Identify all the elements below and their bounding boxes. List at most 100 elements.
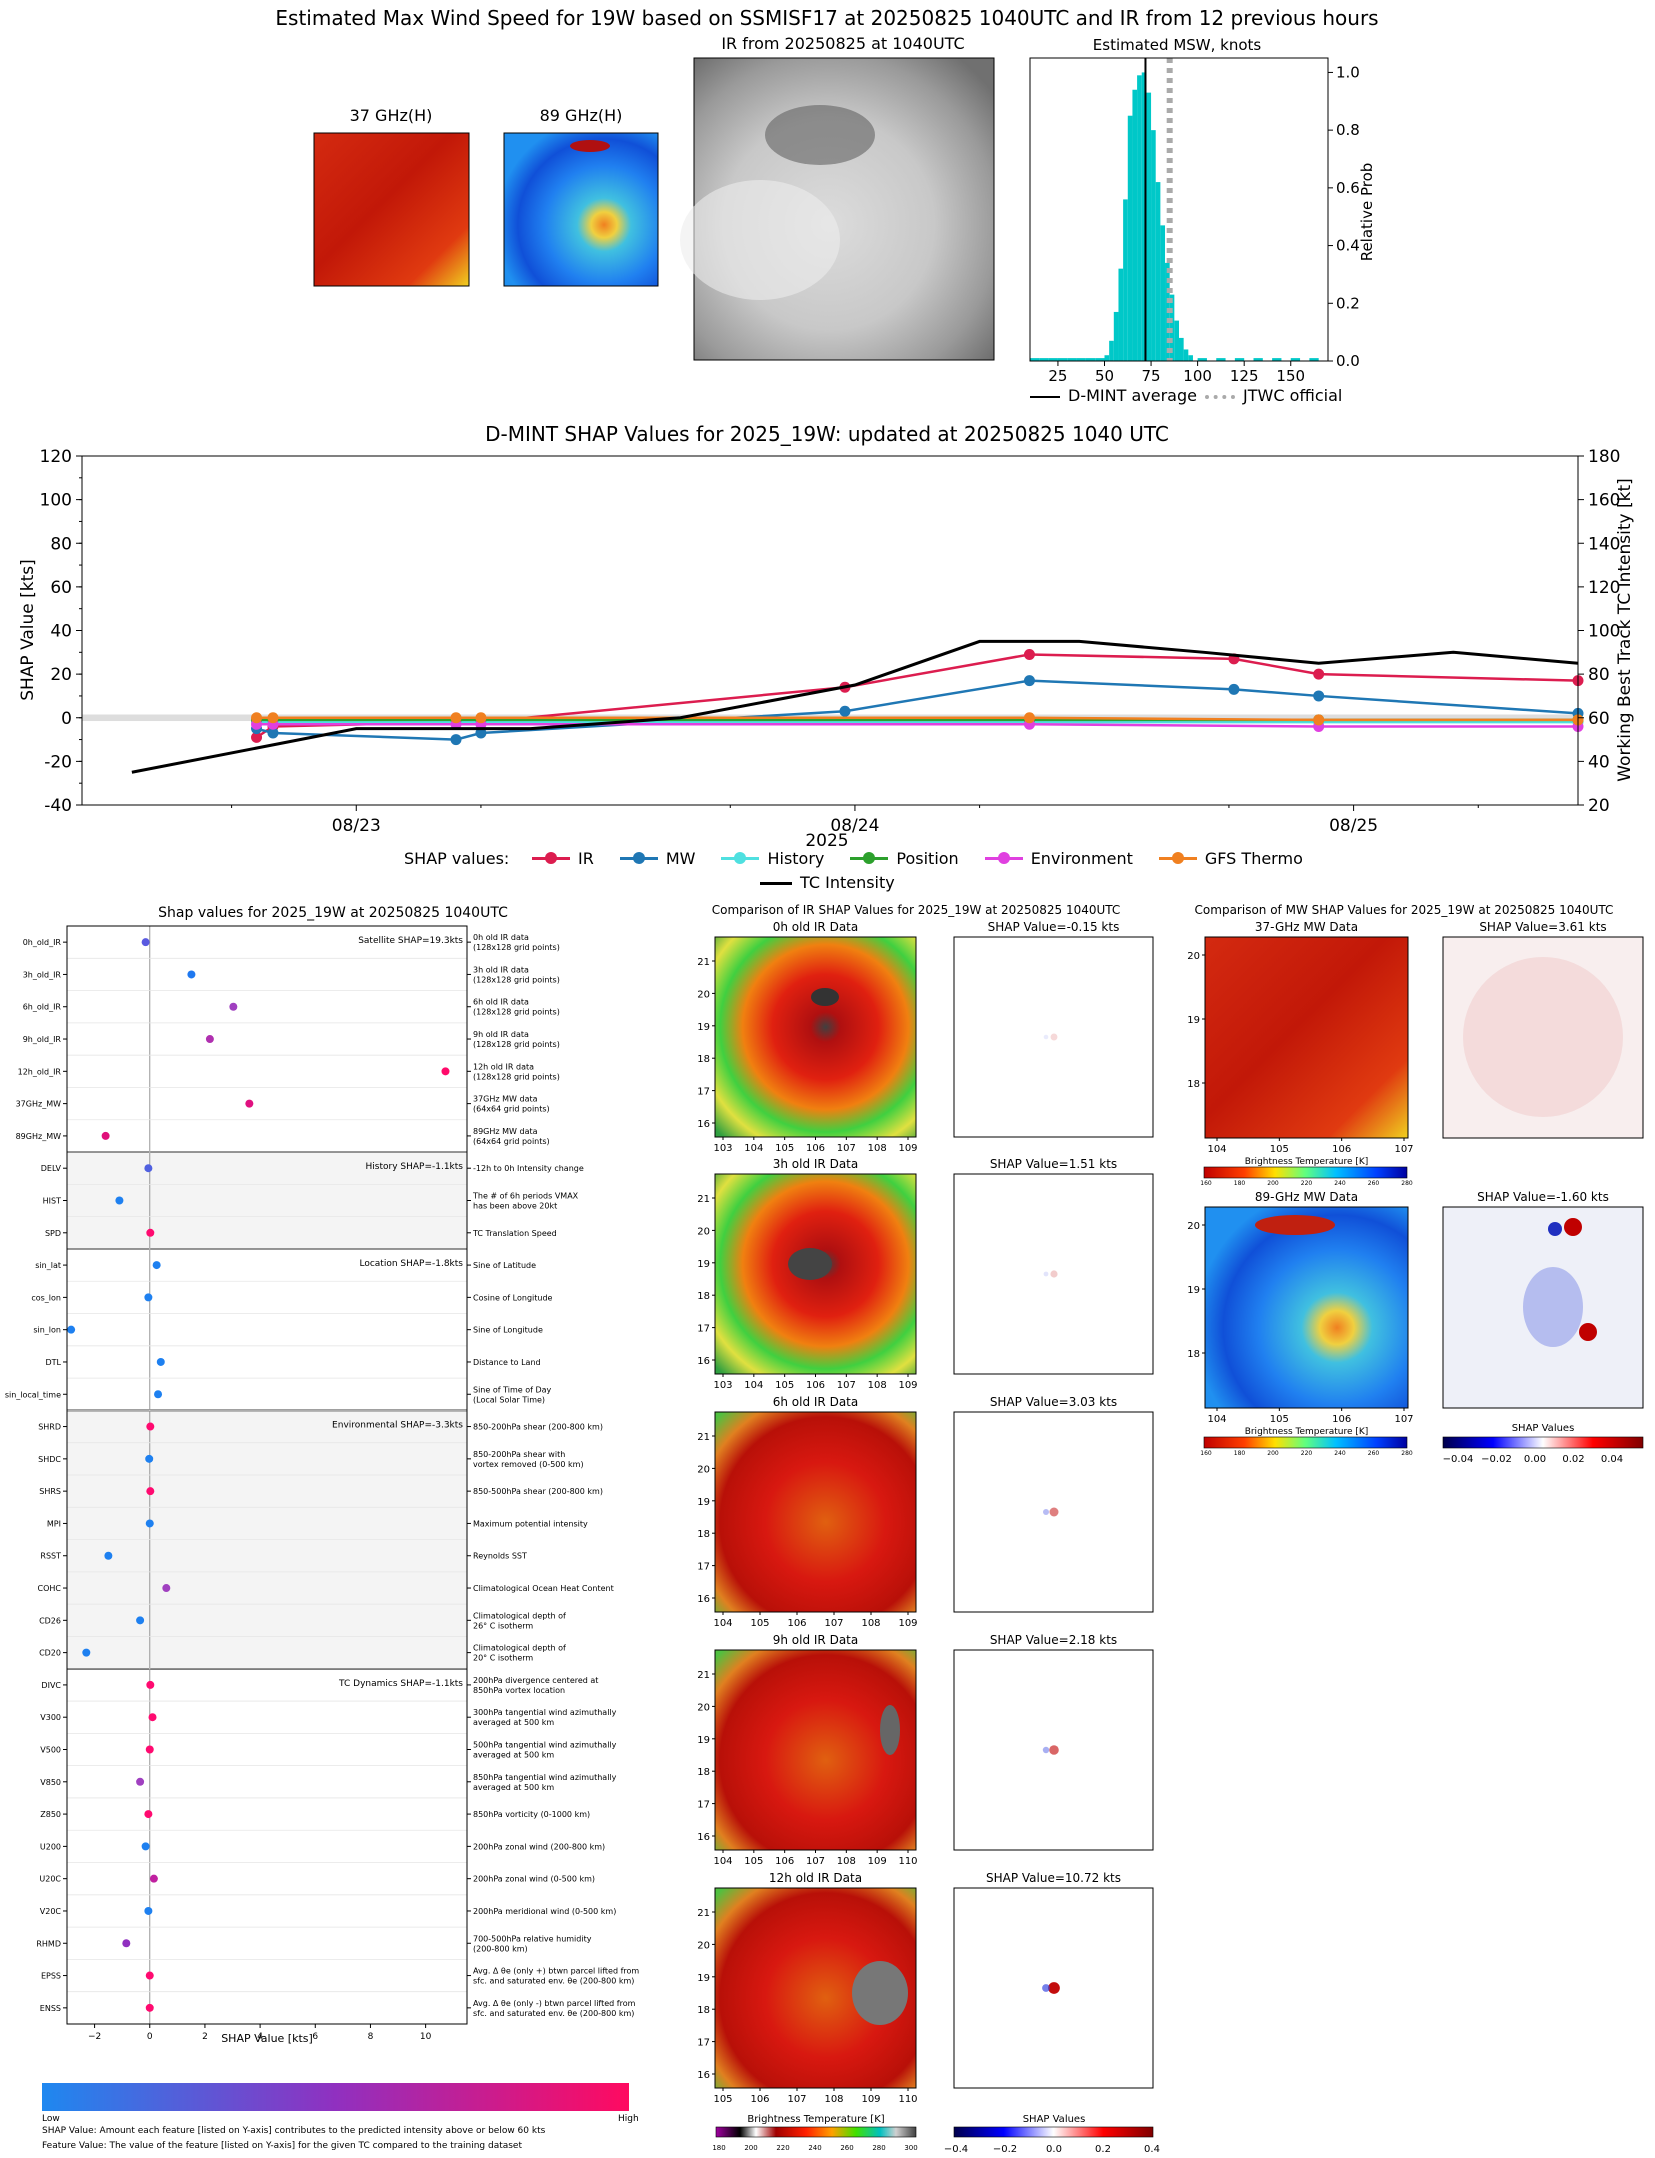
group-shade-1 xyxy=(67,1152,467,1249)
feature-name-Z850: Z850 xyxy=(40,1810,61,1819)
ir-ytick-label-3-3: 18 xyxy=(697,1767,710,1778)
legend-item-environment: Environment xyxy=(984,849,1133,868)
ir-shap-core-0 xyxy=(1050,1033,1058,1041)
ir-bt-tick-4: 260 xyxy=(840,2144,853,2152)
ir-ytick-label-4-3: 18 xyxy=(697,2005,710,2016)
ir-ytick-label-3-1: 20 xyxy=(697,1702,710,1713)
feat-xtick-label-2: 2 xyxy=(202,2032,208,2042)
msw-ylabel: Relative Prob xyxy=(1358,163,1376,262)
mw-bt-tick-1-6: 280 xyxy=(1401,1450,1413,1457)
series-marker-MW-1 xyxy=(267,727,279,739)
feature-name-DIVC: DIVC xyxy=(41,1681,61,1690)
feature-desc-cos_lon: Cosine of Longitude xyxy=(473,1293,553,1302)
ir-xtick-label-1-4: 107 xyxy=(837,1380,856,1391)
ir-shap-core-2 xyxy=(1049,1507,1059,1517)
mw-shap-cb-tick-0: −0.04 xyxy=(1443,1454,1474,1465)
mw-shap-soft xyxy=(1463,957,1623,1117)
ir-xtick-label-3-0: 104 xyxy=(713,1856,732,1867)
group-label-3: Environmental SHAP=-3.3kts xyxy=(332,1420,463,1430)
msw-bar-12 xyxy=(1123,199,1128,361)
ir-shap-core-4 xyxy=(1048,1982,1060,1994)
feature-point-0h_old_IR xyxy=(141,938,150,947)
ir-xtick-label-1-1: 104 xyxy=(744,1380,763,1391)
ir-ytick-label-4-1: 20 xyxy=(697,1940,710,1951)
ir-shap-cb-tick-4: 0.4 xyxy=(1144,2144,1160,2155)
feature-desc-RHMD: (200-800 km) xyxy=(473,1944,528,1953)
ir-bt-tick-0: 180 xyxy=(712,2144,725,2152)
ir-xtick-label-2-2: 106 xyxy=(787,1618,806,1629)
ir-xtick-label-0-0: 103 xyxy=(713,1143,732,1154)
feat-xtick-label-4: 6 xyxy=(312,2032,318,2042)
ir-shap-cb-tick-3: 0.2 xyxy=(1095,2144,1111,2155)
series-marker-IR-5 xyxy=(1023,648,1035,660)
ts-ytick-left-label-4: 40 xyxy=(50,622,72,642)
feature-name-U20C: U20C xyxy=(39,1875,61,1884)
ir-bt-tick-3: 240 xyxy=(808,2144,821,2152)
legend-dot xyxy=(632,852,645,864)
legend-item-gfs-thermo: GFS Thermo xyxy=(1158,849,1303,870)
feature-name-0h_old_IR: 0h_old_IR xyxy=(23,938,62,947)
mw89-bt-colorbar xyxy=(1203,1436,1408,1449)
msw-xtick-label-5: 150 xyxy=(1276,367,1305,385)
ir-bt-label: Brightness Temperature [K] xyxy=(747,2114,884,2125)
msw-xtick-label-1: 50 xyxy=(1095,367,1114,385)
ts-ylabel-left: SHAP Value [kts] xyxy=(18,559,38,701)
ts-ytick-left-label-0: -40 xyxy=(44,796,72,816)
series-marker-MW-4 xyxy=(839,705,851,717)
group-label-4: TC Dynamics SHAP=-1.1kts xyxy=(338,1679,463,1689)
feature-point-V20C xyxy=(144,1906,153,1915)
mw-hotspot xyxy=(1255,1215,1335,1235)
ts-xtick-label-0: 08/23 xyxy=(332,816,381,836)
ts-xtick-label-2: 08/25 xyxy=(1329,816,1378,836)
ir-xtick-label-1-2: 105 xyxy=(775,1380,794,1391)
msw-bar-8 xyxy=(1104,355,1110,361)
feature-point-U20C xyxy=(149,1874,158,1883)
msw-bar-7 xyxy=(1095,358,1105,361)
ir-ytick-label-2-0: 21 xyxy=(697,1432,710,1443)
ir-xtick-label-3-6: 110 xyxy=(898,1856,917,1867)
mw-shap-pos2 xyxy=(1579,1323,1597,1341)
group-label-0: Satellite SHAP=19.3kts xyxy=(358,936,463,946)
footnote-feature: Feature Value: The value of the feature … xyxy=(42,2141,523,2151)
feature-desc-V300: averaged at 500 km xyxy=(473,1718,554,1727)
ts-ytick-right-label-6: 140 xyxy=(1588,534,1620,554)
feature-point-89GHz_MW xyxy=(101,1131,110,1140)
series-marker-GFS Thermo-5 xyxy=(1313,714,1325,726)
legend-swatch xyxy=(1158,852,1197,870)
ir-shap-core-1 xyxy=(1050,1270,1058,1278)
ts-ytick-right-label-7: 160 xyxy=(1588,491,1620,511)
ir-cloud-4 xyxy=(852,1961,908,2025)
mw-shap-cb-label: SHAP Values xyxy=(1512,1423,1575,1434)
feature-name-6h_old_IR: 6h_old_IR xyxy=(23,1003,62,1012)
mw-image-0 xyxy=(1204,936,1409,1139)
feature-name-RSST: RSST xyxy=(40,1552,61,1561)
legend-label: IR xyxy=(578,849,594,868)
ts-ytick-left-label-8: 120 xyxy=(40,447,72,467)
ts-ytick-left-label-6: 80 xyxy=(50,534,72,554)
feature-name-89GHz_MW: 89GHz_MW xyxy=(16,1132,61,1141)
msw-xtick-label-4: 125 xyxy=(1230,367,1259,385)
feature-desc-9h_old_IR: 9h old IR data xyxy=(473,1030,529,1039)
mw-bt-tick-0-2: 200 xyxy=(1267,1180,1279,1187)
feature-desc-37GHz_MW: (64x64 grid points) xyxy=(473,1105,550,1114)
feature-desc-3h_old_IR: 3h old IR data xyxy=(473,965,529,974)
mw-shap-pos xyxy=(1564,1218,1582,1236)
legend-dmint-label: D-MINT average xyxy=(1068,386,1197,405)
legend-jtwc: JTWC official xyxy=(1205,386,1342,405)
feature-desc-V20C: 200hPa meridional wind (0-500 km) xyxy=(473,1907,616,1916)
mw-comparison-title: Comparison of MW SHAP Values for 2025_19… xyxy=(1194,903,1614,917)
mw-shap-cb-tick-4: 0.04 xyxy=(1601,1454,1623,1465)
shap-timeseries-title: D-MINT SHAP Values for 2025_19W: updated… xyxy=(485,422,1169,446)
ir-xtick-label-0-6: 109 xyxy=(898,1143,917,1154)
main-title: Estimated Max Wind Speed for 19W based o… xyxy=(275,6,1379,30)
mw-ytick-label-1-2: 18 xyxy=(1187,1349,1200,1360)
series-marker-GFS Thermo-2 xyxy=(450,712,462,724)
msw-bar-10 xyxy=(1113,311,1119,361)
shap-feature-chart: Satellite SHAP=19.3kts History SHAP=-1.1k… xyxy=(5,925,639,2045)
ts-axes-frame xyxy=(81,455,1579,806)
feature-desc-U20C: 200hPa zonal wind (0-500 km) xyxy=(473,1875,595,1884)
feature-name-SHDC: SHDC xyxy=(38,1455,61,1464)
ir-xtick-label-1-6: 109 xyxy=(898,1380,917,1391)
feature-desc-SHDC: 850-200hPa shear with xyxy=(473,1450,565,1459)
ir-xtick-label-3-1: 105 xyxy=(744,1856,763,1867)
